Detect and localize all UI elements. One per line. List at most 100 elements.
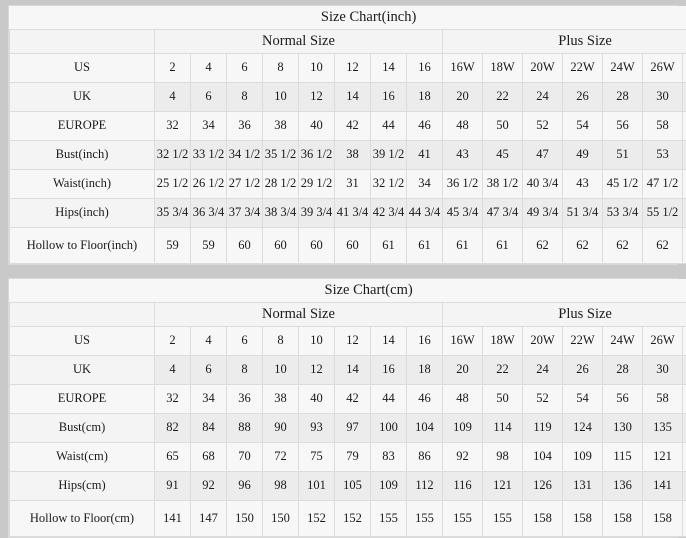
- table-cell: 135: [643, 414, 683, 443]
- table-cell: 43: [443, 141, 483, 170]
- table-cell: 33 1/2: [191, 141, 227, 170]
- table-cell: 10: [299, 54, 335, 83]
- table-cell: 114: [483, 414, 523, 443]
- table-cell: 96: [227, 472, 263, 501]
- row-label: EUROPE: [10, 112, 155, 141]
- table-cell: 12: [335, 54, 371, 83]
- table-cell: 8: [263, 54, 299, 83]
- table-cell: 141: [155, 501, 191, 537]
- row-label: Hollow to Floor(cm): [10, 501, 155, 537]
- table-cell: 24: [523, 83, 563, 112]
- table-cell: 28: [603, 83, 643, 112]
- table-cell: 10: [299, 327, 335, 356]
- table-cell: 104: [407, 414, 443, 443]
- table-cell: 86: [407, 443, 443, 472]
- table-cell: 34: [191, 385, 227, 414]
- table-cell: 61: [443, 228, 483, 264]
- table-cell: 90: [263, 414, 299, 443]
- corner-blank-cell: [10, 303, 155, 327]
- table-cell: 41: [407, 141, 443, 170]
- table-cell: 112: [407, 472, 443, 501]
- table-cell: 36 1/2: [443, 170, 483, 199]
- row-label: UK: [10, 83, 155, 112]
- table-cell: 35 3/4: [155, 199, 191, 228]
- table-cell: 16: [407, 327, 443, 356]
- table-cell: 65: [155, 443, 191, 472]
- table-cell: 36: [227, 385, 263, 414]
- table-cell: 43: [563, 170, 603, 199]
- table-cell: 53: [643, 141, 683, 170]
- table-cell: 26W: [643, 54, 683, 83]
- table-cell: 152: [335, 501, 371, 537]
- table-cell: 52: [523, 385, 563, 414]
- table-cell: 12: [335, 327, 371, 356]
- table-cell: 56: [603, 112, 643, 141]
- table-cell: 2: [155, 327, 191, 356]
- group-header-normal-size: Normal Size: [155, 30, 443, 54]
- table-cell: 18W: [483, 54, 523, 83]
- table-cell: 141: [643, 472, 683, 501]
- table-cell: 16: [371, 356, 407, 385]
- table-cell: 6: [191, 356, 227, 385]
- chart-title: Size Chart(inch): [10, 7, 686, 30]
- table-cell: 32: [155, 385, 191, 414]
- table-cell: 10: [263, 83, 299, 112]
- table-cell: 4: [155, 83, 191, 112]
- table-cell: 136: [603, 472, 643, 501]
- row-label: Bust(inch): [10, 141, 155, 170]
- row-label: Hips(inch): [10, 199, 155, 228]
- table-cell: 79: [335, 443, 371, 472]
- table-cell: 115: [603, 443, 643, 472]
- table-cell: 50: [483, 385, 523, 414]
- table-cell: 47 3/4: [483, 199, 523, 228]
- table-cell: 36 1/2: [299, 141, 335, 170]
- row-label: EUROPE: [10, 385, 155, 414]
- table-cell: 109: [371, 472, 407, 501]
- table-cell: 45 1/2: [603, 170, 643, 199]
- table-cell: 93: [299, 414, 335, 443]
- table-cell: 40 3/4: [523, 170, 563, 199]
- corner-blank-cell: [10, 30, 155, 54]
- table-cell: 6: [191, 83, 227, 112]
- chart-title: Size Chart(cm): [10, 280, 686, 303]
- table-cell: 124: [563, 414, 603, 443]
- table-cell: 20W: [523, 54, 563, 83]
- table-cell: 32 1/2: [371, 170, 407, 199]
- table-cell: 75: [299, 443, 335, 472]
- table-cell: 68: [191, 443, 227, 472]
- table-cell: 31: [335, 170, 371, 199]
- table-cell: 97: [335, 414, 371, 443]
- row-label: Waist(inch): [10, 170, 155, 199]
- row-end-spacer: [683, 141, 686, 170]
- table-cell: 41 3/4: [335, 199, 371, 228]
- table-cell: 48: [443, 112, 483, 141]
- table-cell: 62: [603, 228, 643, 264]
- table-cell: 109: [563, 443, 603, 472]
- row-end-spacer: [683, 112, 686, 141]
- table-cell: 98: [263, 472, 299, 501]
- table-cell: 18: [407, 356, 443, 385]
- row-label: US: [10, 327, 155, 356]
- table-cell: 62: [563, 228, 603, 264]
- table-cell: 158: [643, 501, 683, 537]
- row-label: US: [10, 54, 155, 83]
- table-cell: 72: [263, 443, 299, 472]
- row-end-spacer: [683, 83, 686, 112]
- group-header-normal-size: Normal Size: [155, 303, 443, 327]
- table-cell: 60: [299, 228, 335, 264]
- table-cell: 49 3/4: [523, 199, 563, 228]
- row-end-spacer: [683, 356, 686, 385]
- row-end-spacer: [683, 327, 686, 356]
- table-cell: 35 1/2: [263, 141, 299, 170]
- table-cell: 24W: [603, 54, 643, 83]
- table-cell: 28: [603, 356, 643, 385]
- table-cell: 158: [563, 501, 603, 537]
